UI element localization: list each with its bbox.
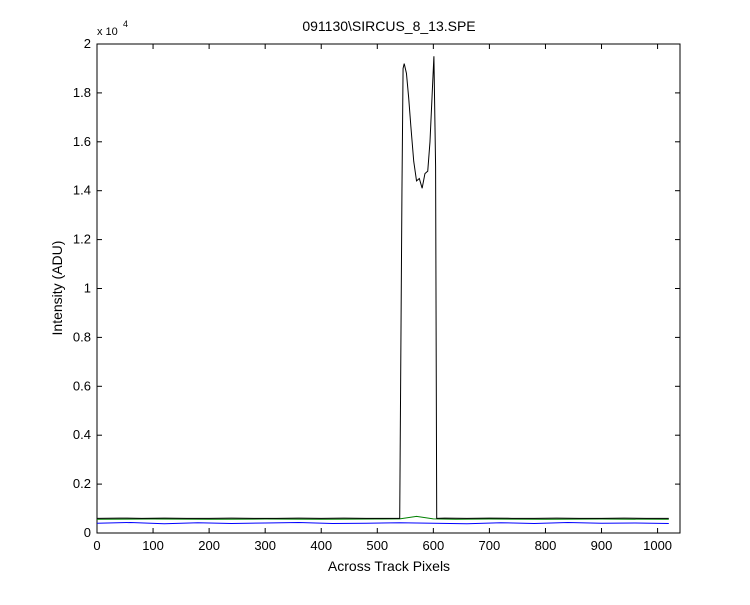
y-tick-label: 1.8 [73,85,91,100]
x-tick-label: 700 [479,538,501,553]
x-tick-label: 0 [93,538,100,553]
y-axis-label: Intensity (ADU) [49,241,65,336]
y-tick-label: 0.2 [73,476,91,491]
chart-title: 091130\SIRCUS_8_13.SPE [302,18,475,34]
y-tick-label: 1.4 [73,183,91,198]
x-tick-label: 300 [254,538,276,553]
y-tick-label: 0.8 [73,329,91,344]
y-exponent: 4 [123,19,128,29]
x-tick-label: 100 [142,538,164,553]
y-tick-label: 1 [84,281,91,296]
x-tick-label: 200 [198,538,220,553]
y-tick-label: 0.6 [73,378,91,393]
y-tick-label: 1.2 [73,232,91,247]
x-tick-label: 600 [422,538,444,553]
data-line [96,56,669,519]
data-line [96,515,669,520]
plot-area [96,43,681,534]
x-tick-label: 500 [366,538,388,553]
x-tick-label: 400 [310,538,332,553]
x-tick-label: 800 [535,538,557,553]
y-tick-label: 1.6 [73,134,91,149]
x-tick-label: 900 [591,538,613,553]
data-line [96,521,669,525]
x-axis-label: Across Track Pixels [328,558,450,574]
y-tick-label: 0.4 [73,427,91,442]
x-tick-label: 1000 [643,538,672,553]
y-tick-label: 2 [84,36,91,51]
y-multiplier: x 10 [97,26,118,38]
y-tick-label: 0 [84,525,91,540]
